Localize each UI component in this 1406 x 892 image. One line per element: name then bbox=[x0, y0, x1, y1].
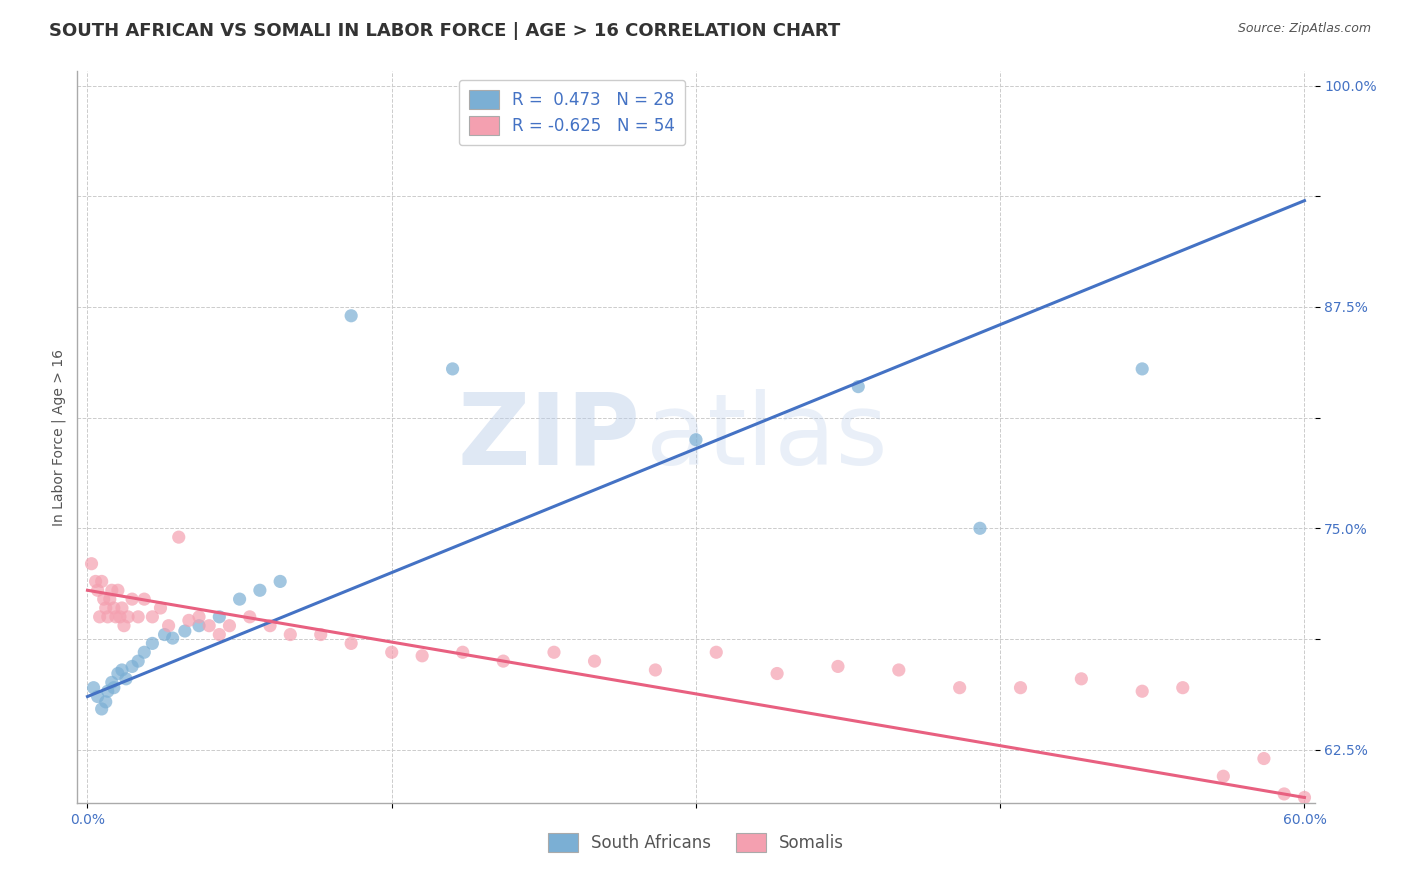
Point bbox=[1212, 769, 1234, 783]
Point bbox=[1130, 362, 1153, 376]
Point bbox=[411, 648, 433, 663]
Point bbox=[127, 654, 149, 668]
Point bbox=[153, 627, 176, 641]
Point bbox=[108, 610, 131, 624]
Point bbox=[441, 362, 464, 376]
Point bbox=[228, 592, 250, 607]
Point bbox=[167, 530, 190, 544]
Point bbox=[86, 583, 108, 598]
Point bbox=[1010, 681, 1032, 695]
Point bbox=[141, 610, 163, 624]
Point bbox=[121, 659, 143, 673]
Point bbox=[340, 309, 363, 323]
Point bbox=[107, 666, 129, 681]
Point bbox=[827, 659, 849, 673]
Point bbox=[766, 666, 789, 681]
Point bbox=[98, 592, 121, 607]
Point bbox=[89, 610, 111, 624]
Point bbox=[97, 610, 120, 624]
Point bbox=[381, 645, 404, 659]
Point bbox=[177, 613, 200, 627]
Point bbox=[101, 675, 124, 690]
Point bbox=[340, 636, 363, 650]
Point bbox=[97, 684, 120, 698]
Point bbox=[141, 636, 163, 650]
Point bbox=[451, 645, 474, 659]
Point bbox=[309, 627, 332, 641]
Point bbox=[157, 618, 180, 632]
Point bbox=[278, 627, 301, 641]
Point bbox=[259, 618, 281, 632]
Point bbox=[969, 521, 991, 535]
Point bbox=[949, 681, 972, 695]
Text: SOUTH AFRICAN VS SOMALI IN LABOR FORCE | AGE > 16 CORRELATION CHART: SOUTH AFRICAN VS SOMALI IN LABOR FORCE |… bbox=[49, 22, 841, 40]
Point bbox=[1130, 684, 1153, 698]
Point bbox=[543, 645, 565, 659]
Point bbox=[644, 663, 666, 677]
Point bbox=[887, 663, 910, 677]
Point bbox=[704, 645, 727, 659]
Point bbox=[188, 618, 211, 632]
Point bbox=[149, 601, 172, 615]
Point bbox=[86, 690, 108, 704]
Point bbox=[107, 583, 129, 598]
Point bbox=[103, 601, 125, 615]
Point bbox=[239, 610, 262, 624]
Point bbox=[1070, 672, 1092, 686]
Point bbox=[111, 601, 134, 615]
Point bbox=[162, 631, 184, 645]
Point bbox=[134, 645, 156, 659]
Point bbox=[846, 379, 869, 393]
Point bbox=[1253, 751, 1275, 765]
Point bbox=[127, 610, 149, 624]
Point bbox=[84, 574, 107, 589]
Point bbox=[208, 627, 231, 641]
Point bbox=[1272, 787, 1295, 801]
Point bbox=[93, 592, 115, 607]
Point bbox=[173, 624, 195, 638]
Point bbox=[103, 681, 125, 695]
Text: atlas: atlas bbox=[647, 389, 889, 485]
Point bbox=[94, 601, 117, 615]
Point bbox=[83, 681, 105, 695]
Point bbox=[101, 583, 124, 598]
Point bbox=[134, 592, 156, 607]
Point bbox=[90, 702, 112, 716]
Point bbox=[115, 672, 138, 686]
Point bbox=[492, 654, 515, 668]
Point bbox=[1171, 681, 1194, 695]
Point bbox=[269, 574, 291, 589]
Legend: South Africans, Somalis: South Africans, Somalis bbox=[540, 824, 852, 860]
Text: ZIP: ZIP bbox=[457, 389, 640, 485]
Point bbox=[1294, 790, 1316, 805]
Point bbox=[188, 610, 211, 624]
Point bbox=[80, 557, 103, 571]
Point bbox=[218, 618, 240, 632]
Point bbox=[583, 654, 606, 668]
Point bbox=[208, 610, 231, 624]
Point bbox=[117, 610, 139, 624]
Point bbox=[249, 583, 271, 598]
Y-axis label: In Labor Force | Age > 16: In Labor Force | Age > 16 bbox=[52, 349, 66, 525]
Point bbox=[111, 663, 134, 677]
Point bbox=[121, 592, 143, 607]
Point bbox=[112, 618, 135, 632]
Point bbox=[94, 695, 117, 709]
Text: Source: ZipAtlas.com: Source: ZipAtlas.com bbox=[1237, 22, 1371, 36]
Point bbox=[198, 618, 221, 632]
Point bbox=[90, 574, 112, 589]
Point bbox=[685, 433, 707, 447]
Point bbox=[104, 610, 127, 624]
